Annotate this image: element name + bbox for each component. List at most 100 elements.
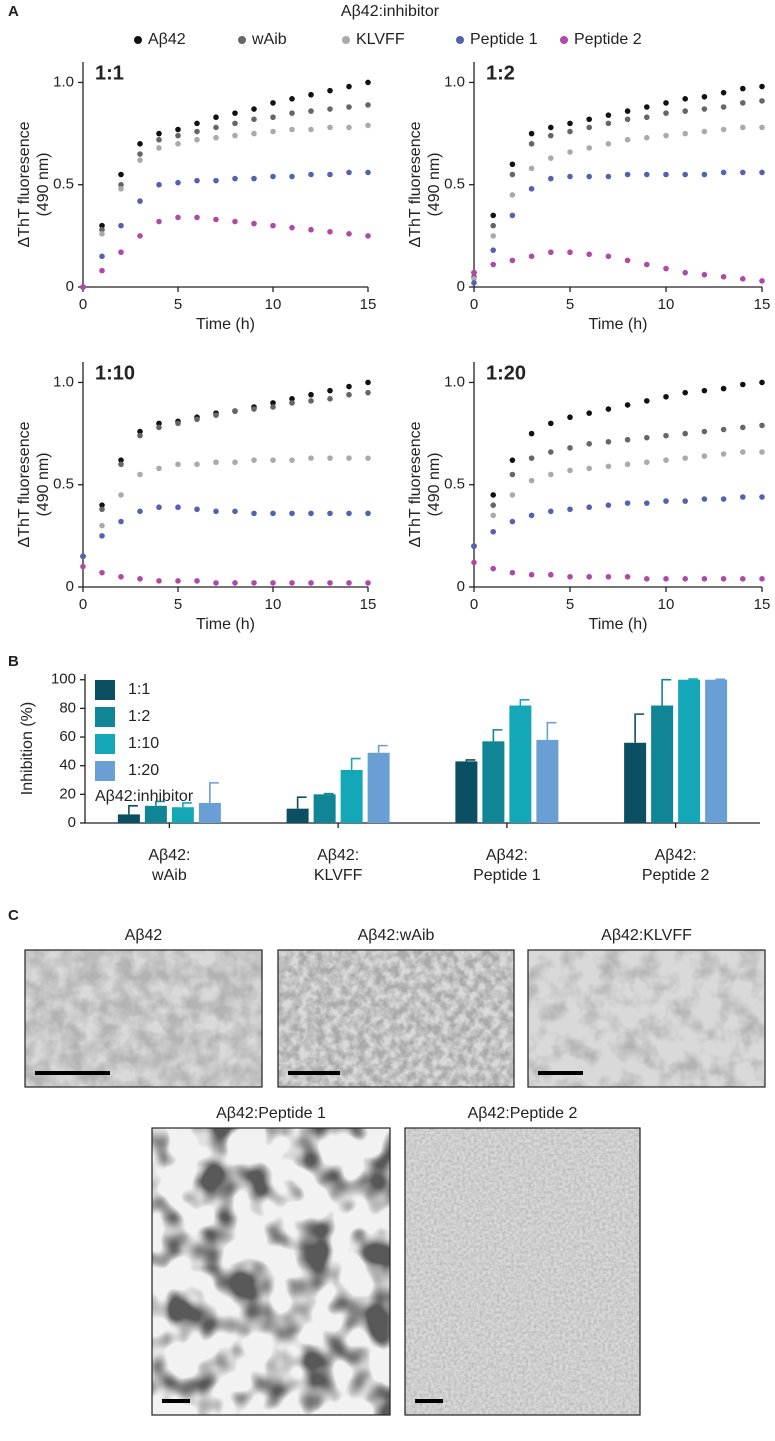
data-point xyxy=(289,224,295,231)
x-tick-label: 5 xyxy=(566,296,574,313)
data-point xyxy=(471,559,477,566)
bar xyxy=(367,752,390,823)
data-point xyxy=(232,120,238,127)
data-point xyxy=(289,96,295,102)
data-point xyxy=(644,434,650,441)
data-point xyxy=(194,214,200,221)
error-bar xyxy=(634,713,645,743)
data-point xyxy=(740,100,746,106)
data-point xyxy=(213,134,219,141)
bar xyxy=(198,802,221,823)
data-point xyxy=(528,130,535,137)
data-point xyxy=(624,171,631,178)
legend-label: Aβ42 xyxy=(148,31,186,48)
data-point xyxy=(548,155,554,161)
y-axis-label: ΔThT fluoresence xyxy=(407,121,424,247)
legend-marker xyxy=(456,36,464,44)
data-point xyxy=(232,110,238,116)
data-point xyxy=(720,104,727,110)
data-point xyxy=(346,104,352,110)
error-bar xyxy=(209,782,219,803)
y-tick-label: 0 xyxy=(66,278,74,295)
data-point xyxy=(327,510,333,517)
bar xyxy=(624,742,647,823)
data-point xyxy=(586,116,592,123)
data-point xyxy=(289,457,295,463)
data-point xyxy=(548,132,554,139)
y-axis-label: (490 nm) xyxy=(35,452,52,516)
data-point xyxy=(490,247,497,253)
data-point xyxy=(528,512,535,519)
data-point xyxy=(663,171,669,178)
data-point xyxy=(548,508,554,515)
y-tick-label: 1.0 xyxy=(444,373,465,390)
data-point xyxy=(80,563,86,570)
data-point xyxy=(365,102,371,108)
data-point xyxy=(365,580,371,586)
data-point xyxy=(720,451,727,457)
data-point xyxy=(624,136,631,143)
data-point xyxy=(509,161,516,168)
data-point xyxy=(365,169,371,176)
data-point xyxy=(644,500,650,506)
legend-label: Peptide 1 xyxy=(470,31,538,48)
bar xyxy=(171,807,194,823)
error-bar xyxy=(182,802,192,808)
data-point xyxy=(644,576,650,582)
x-tick-label: 0 xyxy=(470,296,478,313)
bar xyxy=(313,794,336,823)
data-point xyxy=(118,461,124,468)
data-point xyxy=(682,96,688,102)
legend-label: 1:20 xyxy=(128,762,159,779)
bar xyxy=(286,808,309,823)
data-point xyxy=(759,494,765,500)
data-point xyxy=(528,477,535,484)
data-point xyxy=(663,457,669,463)
legend-marker xyxy=(238,36,246,44)
data-point xyxy=(346,383,352,390)
micrograph xyxy=(152,1128,390,1415)
x-tick-label: 15 xyxy=(754,296,771,313)
y-tick-label: 60 xyxy=(59,728,76,745)
x-tick-label: 5 xyxy=(566,596,574,613)
micrograph-frame xyxy=(151,1127,391,1416)
data-point xyxy=(720,273,727,280)
data-point xyxy=(586,410,592,416)
data-point xyxy=(213,459,219,466)
data-point xyxy=(490,502,497,508)
data-point xyxy=(720,496,727,502)
data-point xyxy=(308,455,314,461)
data-point xyxy=(548,175,554,182)
data-point xyxy=(567,445,573,451)
data-point xyxy=(759,379,765,386)
micrograph-frame xyxy=(277,949,515,1088)
data-point xyxy=(490,565,497,572)
data-point xyxy=(471,280,477,286)
data-point xyxy=(327,387,333,394)
data-point xyxy=(605,112,612,118)
data-point xyxy=(118,171,124,178)
data-point xyxy=(605,406,612,412)
data-point xyxy=(471,276,477,282)
data-point xyxy=(682,430,688,437)
data-point xyxy=(327,171,333,178)
legend-label: Peptide 2 xyxy=(574,31,642,48)
data-point xyxy=(213,508,219,515)
legend-label: 1:2 xyxy=(128,708,150,725)
data-point xyxy=(759,422,765,429)
data-point xyxy=(567,149,573,155)
data-point xyxy=(528,430,535,437)
data-point xyxy=(137,198,143,204)
data-point xyxy=(346,510,352,517)
data-point xyxy=(624,116,631,123)
data-point xyxy=(624,108,631,114)
chart-title: 1:20 xyxy=(486,362,526,384)
y-tick-label: 80 xyxy=(59,699,76,716)
data-point xyxy=(251,457,257,463)
data-point xyxy=(682,130,688,137)
data-point xyxy=(251,220,257,227)
data-point xyxy=(740,424,746,431)
micrograph-title: Aβ42 xyxy=(125,927,163,944)
micrograph xyxy=(278,950,514,1087)
data-point xyxy=(289,173,295,180)
